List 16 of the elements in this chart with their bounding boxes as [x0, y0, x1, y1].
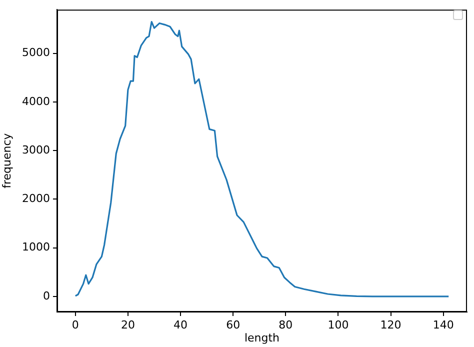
x-tick-label: 60: [226, 318, 240, 332]
x-tick-label: 40: [174, 318, 188, 332]
x-tick-label: 0: [72, 318, 79, 332]
x-axis-title: length: [244, 331, 280, 344]
x-tick-label: 100: [328, 318, 349, 332]
x-tick-label: 20: [120, 318, 135, 332]
y-tick-label: 5000: [22, 46, 50, 60]
y-tick-label: 4000: [22, 94, 50, 108]
x-tick-label: 80: [278, 318, 293, 332]
y-tick-label: 3000: [22, 143, 50, 156]
y-tick-label: 1000: [22, 240, 50, 254]
y-tick-label: 0: [43, 289, 50, 302]
y-tick-label: 2000: [22, 192, 50, 206]
y-axis-title: frequency: [0, 132, 14, 188]
x-tick-label: 120: [380, 318, 402, 332]
x-tick-label: 140: [432, 318, 454, 332]
